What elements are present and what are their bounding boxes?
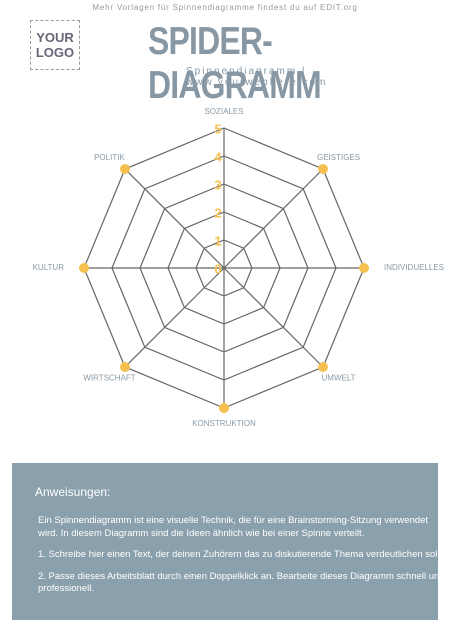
marker <box>219 403 229 413</box>
marker <box>79 263 89 273</box>
r-tick-label: 1 <box>214 233 221 248</box>
paragraph: 1. Schreibe hier einen Text, der deinen … <box>38 549 438 560</box>
axis-label: POLITIK <box>94 153 125 162</box>
paragraph: 2. Passe dieses Arbeitsblatt durch einen… <box>38 570 438 595</box>
axis-label: KONSTRUKTION <box>192 419 256 428</box>
r-tick-label: 5 <box>214 121 221 136</box>
r-tick-label: 4 <box>214 149 222 164</box>
note: Mehr Vorlagen für Spinnendiagramme finde… <box>92 3 358 12</box>
marker <box>120 164 131 175</box>
r-tick-label: 2 <box>214 205 221 220</box>
spoke <box>124 168 225 269</box>
instructions-text: Ein Spinnendiagramm ist eine visuelle Te… <box>38 515 438 605</box>
paragraph: Ein Spinnendiagramm ist eine visuelle Te… <box>38 515 429 539</box>
marker <box>120 361 131 372</box>
grid-ring <box>139 183 309 353</box>
logo-text: YOUR <box>36 30 74 45</box>
axis-label: KULTUR <box>33 263 65 272</box>
grid-ring <box>111 155 337 381</box>
spoke <box>223 168 324 269</box>
axis-label: GEISTIGES <box>317 153 360 162</box>
spoke <box>223 267 324 368</box>
axis-label: UMWELT <box>322 373 356 382</box>
axis-label: INDIVIDUELLES <box>384 263 444 272</box>
logo: YOUR LOGO <box>30 20 80 70</box>
chart: SOZIALES GEISTIGES INDIVIDUELLES UMWELT KONS… <box>33 107 444 428</box>
spoke <box>124 267 225 368</box>
title: SPIDER-DIAGRAMM <box>148 20 322 107</box>
marker <box>317 164 328 175</box>
marker <box>317 361 328 372</box>
r-tick-label: 3 <box>214 177 221 192</box>
instructions: Anweisungen: Ein Spinnendiagramm ist ein… <box>12 463 438 620</box>
instructions-title: Anweisungen: <box>35 485 111 499</box>
grid-ring <box>167 211 281 325</box>
axis-label: WIRTSCHAFT <box>83 373 135 382</box>
axis-label: SOZIALES <box>204 107 243 116</box>
marker <box>359 263 369 273</box>
logo-text: LOGO <box>35 45 75 60</box>
grid-ring <box>195 239 253 297</box>
subtitle: Spinnendiagramm | www.yourwebhere.com <box>186 66 328 88</box>
r-tick-label: 0 <box>214 261 221 276</box>
